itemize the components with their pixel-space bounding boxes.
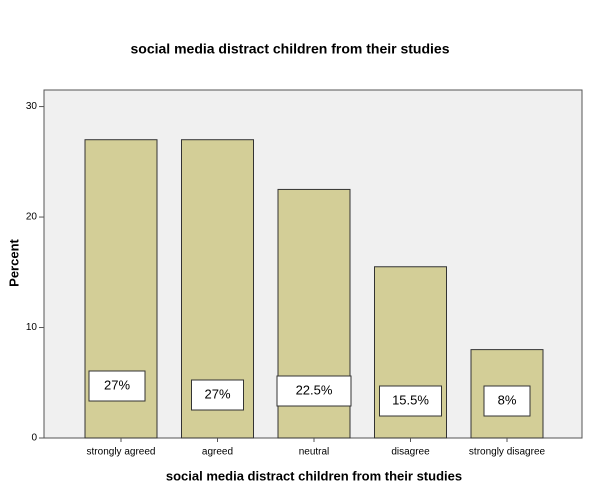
value-label-box: [483, 385, 531, 417]
x-tick-label: agreed: [202, 447, 233, 458]
value-label: 27%: [104, 377, 130, 392]
value-label-box: [88, 370, 146, 402]
value-label: 15.5%: [392, 392, 429, 407]
x-tick-label: strongly disagree: [469, 447, 546, 458]
y-tick-label: 30: [26, 101, 38, 112]
y-tick-label: 10: [26, 322, 38, 333]
value-label: 27%: [204, 386, 230, 401]
chart-title: social media distract children from thei…: [131, 41, 450, 57]
x-axis-title: social media distract children from thei…: [166, 468, 462, 483]
y-tick-label: 20: [26, 212, 38, 223]
x-tick-label: neutral: [299, 447, 330, 458]
value-label-box: [276, 375, 352, 407]
value-label-box: [379, 385, 442, 417]
y-tick-label: 0: [31, 433, 37, 444]
value-label: 22.5%: [296, 382, 333, 397]
value-label-box: [191, 379, 244, 411]
value-label: 8%: [498, 392, 517, 407]
x-tick-label: strongly agreed: [87, 447, 156, 458]
x-tick-label: disagree: [391, 447, 430, 458]
y-axis-title: Percent: [6, 238, 21, 286]
